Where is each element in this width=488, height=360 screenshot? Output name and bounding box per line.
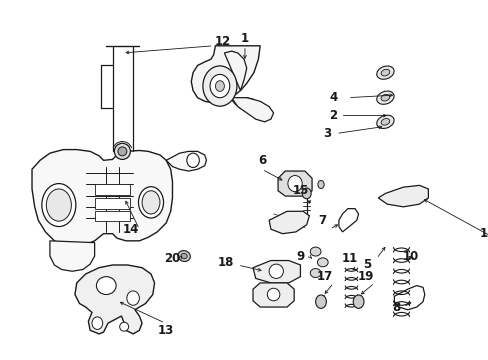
Text: 8: 8 (391, 301, 400, 314)
Text: 13: 13 (157, 324, 173, 337)
Polygon shape (231, 98, 273, 122)
Text: 14: 14 (122, 223, 138, 236)
Text: 18: 18 (218, 256, 234, 269)
Text: 12: 12 (214, 35, 230, 48)
Text: 9: 9 (296, 249, 304, 262)
Text: 3: 3 (323, 127, 331, 140)
Polygon shape (95, 184, 130, 195)
Ellipse shape (317, 180, 324, 189)
Ellipse shape (376, 91, 393, 104)
Text: 5: 5 (363, 258, 371, 271)
Polygon shape (32, 149, 172, 245)
Ellipse shape (46, 189, 71, 221)
Ellipse shape (42, 184, 76, 226)
Ellipse shape (120, 322, 128, 331)
Text: 15: 15 (292, 184, 308, 197)
Ellipse shape (186, 153, 199, 167)
Ellipse shape (138, 187, 163, 218)
Ellipse shape (126, 291, 139, 305)
Ellipse shape (376, 115, 393, 129)
Polygon shape (191, 46, 260, 103)
Polygon shape (166, 151, 206, 171)
Polygon shape (278, 171, 311, 196)
Text: 7: 7 (318, 214, 326, 227)
Ellipse shape (352, 295, 363, 309)
Polygon shape (378, 185, 427, 207)
Ellipse shape (310, 247, 320, 256)
Text: 2: 2 (329, 109, 337, 122)
Ellipse shape (287, 176, 302, 192)
Ellipse shape (181, 253, 187, 259)
Polygon shape (252, 283, 294, 307)
Ellipse shape (114, 143, 130, 159)
Ellipse shape (178, 251, 190, 261)
Ellipse shape (376, 66, 393, 79)
Text: 1: 1 (241, 32, 248, 45)
Ellipse shape (268, 264, 283, 278)
Text: 16: 16 (479, 227, 488, 240)
Polygon shape (95, 211, 130, 221)
Ellipse shape (210, 75, 229, 98)
Polygon shape (50, 241, 95, 271)
Ellipse shape (380, 118, 389, 125)
Ellipse shape (92, 317, 102, 329)
Polygon shape (252, 261, 300, 283)
Ellipse shape (203, 66, 236, 106)
Text: 10: 10 (402, 249, 418, 262)
Ellipse shape (380, 69, 389, 76)
Text: 19: 19 (357, 270, 373, 283)
Text: 6: 6 (257, 154, 265, 167)
Polygon shape (268, 211, 309, 234)
Polygon shape (75, 265, 154, 334)
Ellipse shape (317, 258, 327, 267)
Ellipse shape (380, 94, 389, 101)
Text: 17: 17 (316, 270, 332, 283)
Ellipse shape (315, 295, 325, 309)
Ellipse shape (142, 191, 160, 214)
Polygon shape (231, 98, 255, 110)
Text: 11: 11 (341, 252, 357, 265)
Text: 20: 20 (164, 252, 180, 265)
Text: 4: 4 (329, 91, 337, 104)
Polygon shape (95, 198, 130, 209)
Ellipse shape (118, 147, 126, 156)
Polygon shape (224, 51, 246, 90)
Ellipse shape (96, 276, 116, 294)
Ellipse shape (267, 288, 279, 301)
Ellipse shape (310, 269, 320, 278)
Ellipse shape (215, 81, 224, 91)
Ellipse shape (302, 188, 310, 199)
